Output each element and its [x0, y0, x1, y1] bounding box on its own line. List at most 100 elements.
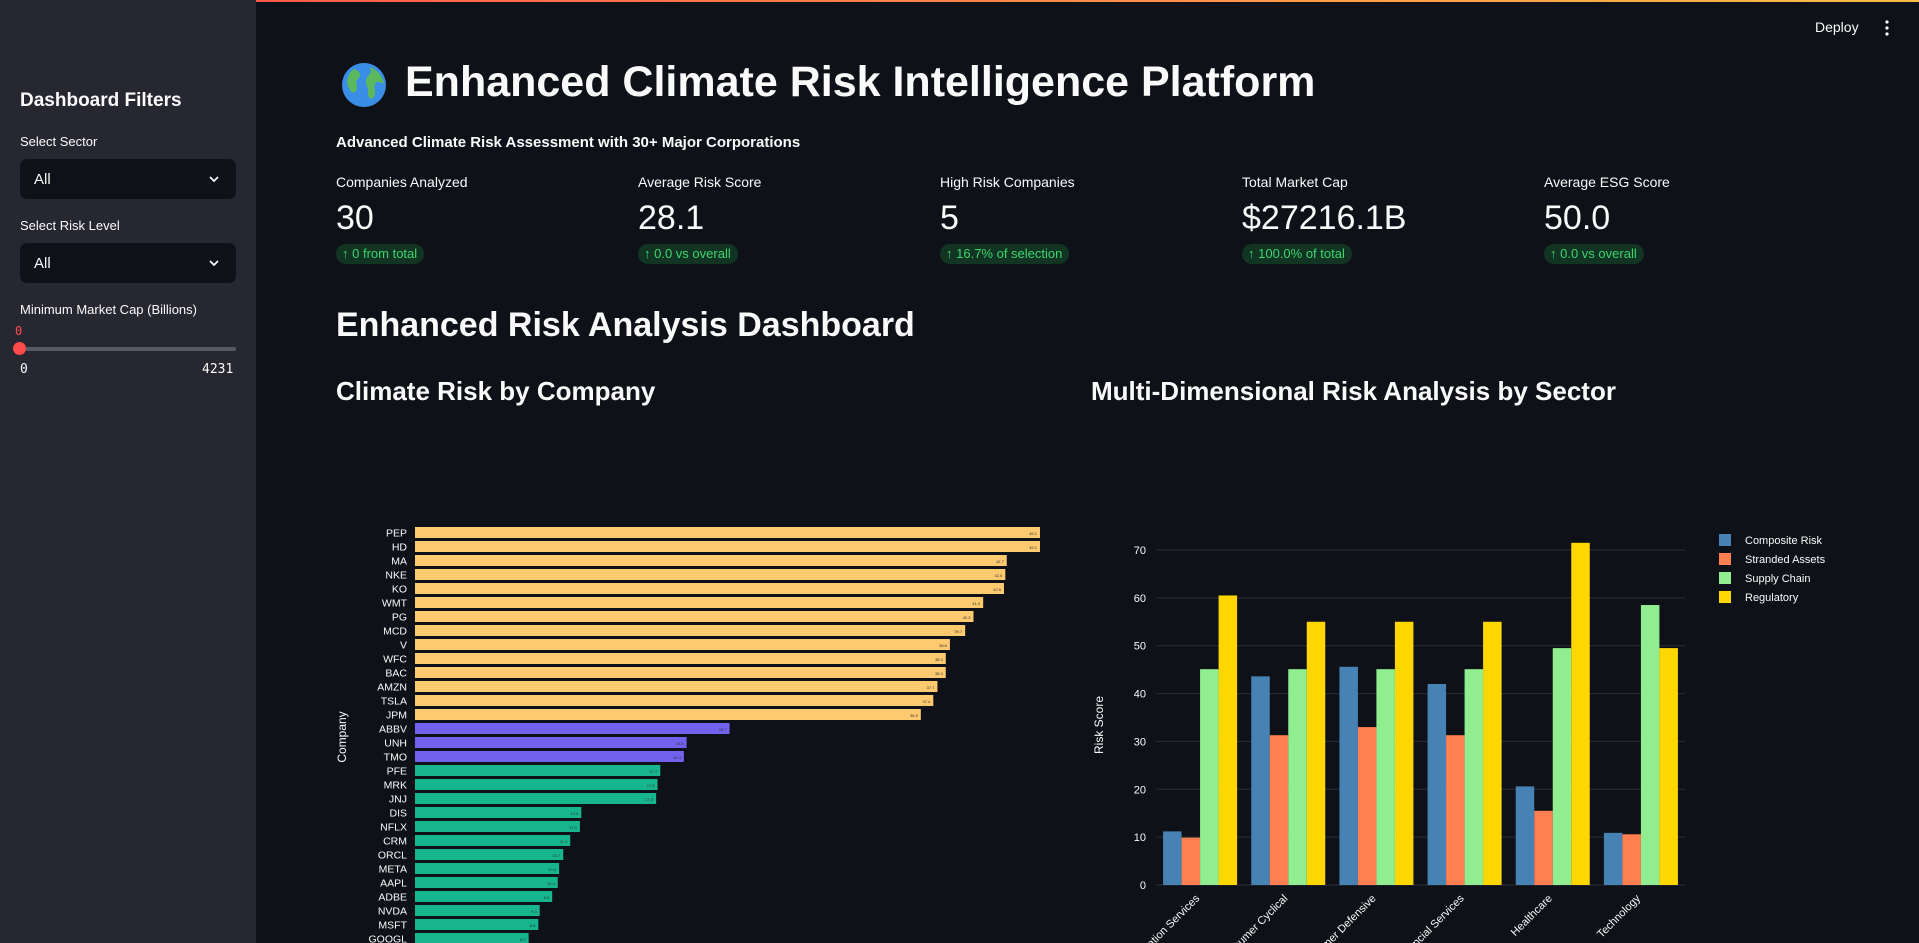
bar	[1464, 669, 1484, 885]
y-tick-label: MCD	[383, 626, 407, 638]
bar	[1515, 786, 1535, 885]
legend-label: Composite Risk	[1745, 535, 1823, 547]
globe-icon	[342, 63, 386, 107]
metric-delta-badge: ↑ 0.0 vs overall	[638, 244, 738, 264]
x-tick-label: Communication Services	[1108, 892, 1203, 943]
bar	[415, 849, 564, 860]
bar	[1552, 648, 1572, 885]
data-label: 45.1	[1029, 545, 1038, 550]
bar	[415, 891, 553, 902]
bar	[1376, 669, 1395, 885]
y-tick-label: TSLA	[381, 696, 407, 708]
bar	[415, 933, 529, 943]
metric-delta-text: 0.0 vs overall	[1560, 246, 1637, 261]
data-label: 17.5	[647, 783, 656, 788]
sector-select-value: All	[34, 170, 51, 188]
y-tick-label: ABBV	[379, 724, 407, 736]
bar	[415, 821, 580, 832]
market-cap-slider-track[interactable]	[20, 347, 236, 351]
bar	[415, 863, 560, 874]
bar	[1200, 669, 1219, 885]
bar	[415, 667, 946, 678]
y-tick-label: 30	[1134, 736, 1146, 748]
risk-level-label: Select Risk Level	[20, 218, 120, 233]
metric-value: 5	[940, 199, 959, 237]
y-tick-label: NVDA	[378, 906, 407, 918]
bar	[415, 555, 1007, 566]
bar	[415, 569, 1006, 580]
bar	[1251, 676, 1270, 885]
y-tick-label: BAC	[385, 668, 407, 680]
legend-label: Stranded Assets	[1745, 554, 1826, 566]
x-tick-label: Consumer Cyclical	[1217, 893, 1290, 943]
bar	[1288, 669, 1307, 885]
metric-label: Average Risk Score	[638, 174, 762, 190]
sector-label: Select Sector	[20, 134, 98, 149]
y-tick-label: PFE	[387, 766, 407, 778]
y-tick-label: 50	[1134, 641, 1146, 653]
metric-delta-badge: ↑ 100.0% of total	[1242, 244, 1352, 264]
bar	[415, 905, 540, 916]
metric-delta-text: 16.7% of selection	[956, 246, 1063, 261]
company-chart-title: Climate Risk by Company	[336, 376, 656, 406]
bar	[1218, 595, 1238, 885]
y-tick-label: JPM	[386, 710, 407, 722]
bar	[415, 583, 1004, 594]
bar	[415, 765, 661, 776]
data-label: 42.5	[993, 587, 1002, 592]
metric-label: Average ESG Score	[1544, 174, 1670, 190]
data-label: 11.2	[560, 839, 568, 844]
data-label: 37.4	[922, 699, 931, 704]
data-label: 38.3	[935, 657, 944, 662]
risk-level-select-value: All	[34, 254, 51, 272]
data-label: 42.6	[995, 573, 1004, 578]
bar	[415, 877, 558, 888]
metric-label: Companies Analyzed	[336, 174, 468, 190]
metric-value: 30	[336, 199, 374, 237]
metric-companies-analyzed: Companies Analyzed 30 ↑ 0 from total	[336, 174, 616, 264]
data-label: 8.9	[530, 923, 536, 928]
data-label: 22.7	[719, 727, 728, 732]
legend-swatch	[1719, 591, 1731, 603]
data-label: 8.2	[520, 937, 526, 942]
risk-level-select[interactable]: All	[20, 243, 236, 283]
market-cap-slider-handle[interactable]	[13, 342, 26, 355]
y-tick-label: AMZN	[377, 682, 407, 694]
sector-select[interactable]: All	[20, 159, 236, 199]
bar	[1427, 684, 1447, 885]
metric-label: High Risk Companies	[940, 174, 1075, 190]
metric-average-risk-score: Average Risk Score 28.1 ↑ 0.0 vs overall	[638, 174, 918, 264]
x-tick-label: Financial Services	[1395, 892, 1467, 943]
deploy-button[interactable]: Deploy	[1815, 19, 1859, 35]
legend-label: Supply Chain	[1745, 573, 1810, 585]
y-tick-label: AAPL	[380, 878, 407, 890]
metric-total-market-cap: Total Market Cap $27216.1B ↑ 100.0% of t…	[1242, 174, 1522, 264]
bar	[415, 625, 966, 636]
bar	[1446, 735, 1465, 885]
bar	[1394, 621, 1414, 885]
bar	[415, 639, 950, 650]
data-label: 11.9	[569, 825, 577, 830]
company-risk-chart: Company PEP 45.1 HD 45.1 MA 42.7 NKE 42.6 KO 42.5 W…	[335, 527, 1040, 943]
metric-label: Total Market Cap	[1242, 174, 1348, 190]
y-tick-label: GOOGL	[368, 934, 407, 943]
data-label: 39.7	[954, 629, 963, 634]
y-tick-label: KO	[392, 584, 407, 596]
kebab-menu-icon[interactable]	[1881, 18, 1893, 38]
bar	[1163, 831, 1182, 885]
y-tick-label: MRK	[384, 780, 407, 792]
metric-delta-badge: ↑ 16.7% of selection	[940, 244, 1070, 264]
bar	[415, 751, 684, 762]
bar	[415, 681, 938, 692]
data-label: 19.4	[673, 755, 682, 760]
x-tick-label: Consumer Defensive	[1297, 893, 1378, 943]
bar	[415, 653, 946, 664]
y-axis-label: Company	[335, 711, 349, 762]
data-label: 10.4	[548, 867, 557, 872]
y-tick-label: DIS	[389, 808, 407, 820]
market-cap-slider-min: 0	[20, 362, 28, 377]
chevron-down-icon	[209, 260, 219, 267]
bar	[415, 611, 974, 622]
legend-label: Regulatory	[1745, 592, 1799, 604]
data-label: 40.3	[963, 615, 972, 620]
